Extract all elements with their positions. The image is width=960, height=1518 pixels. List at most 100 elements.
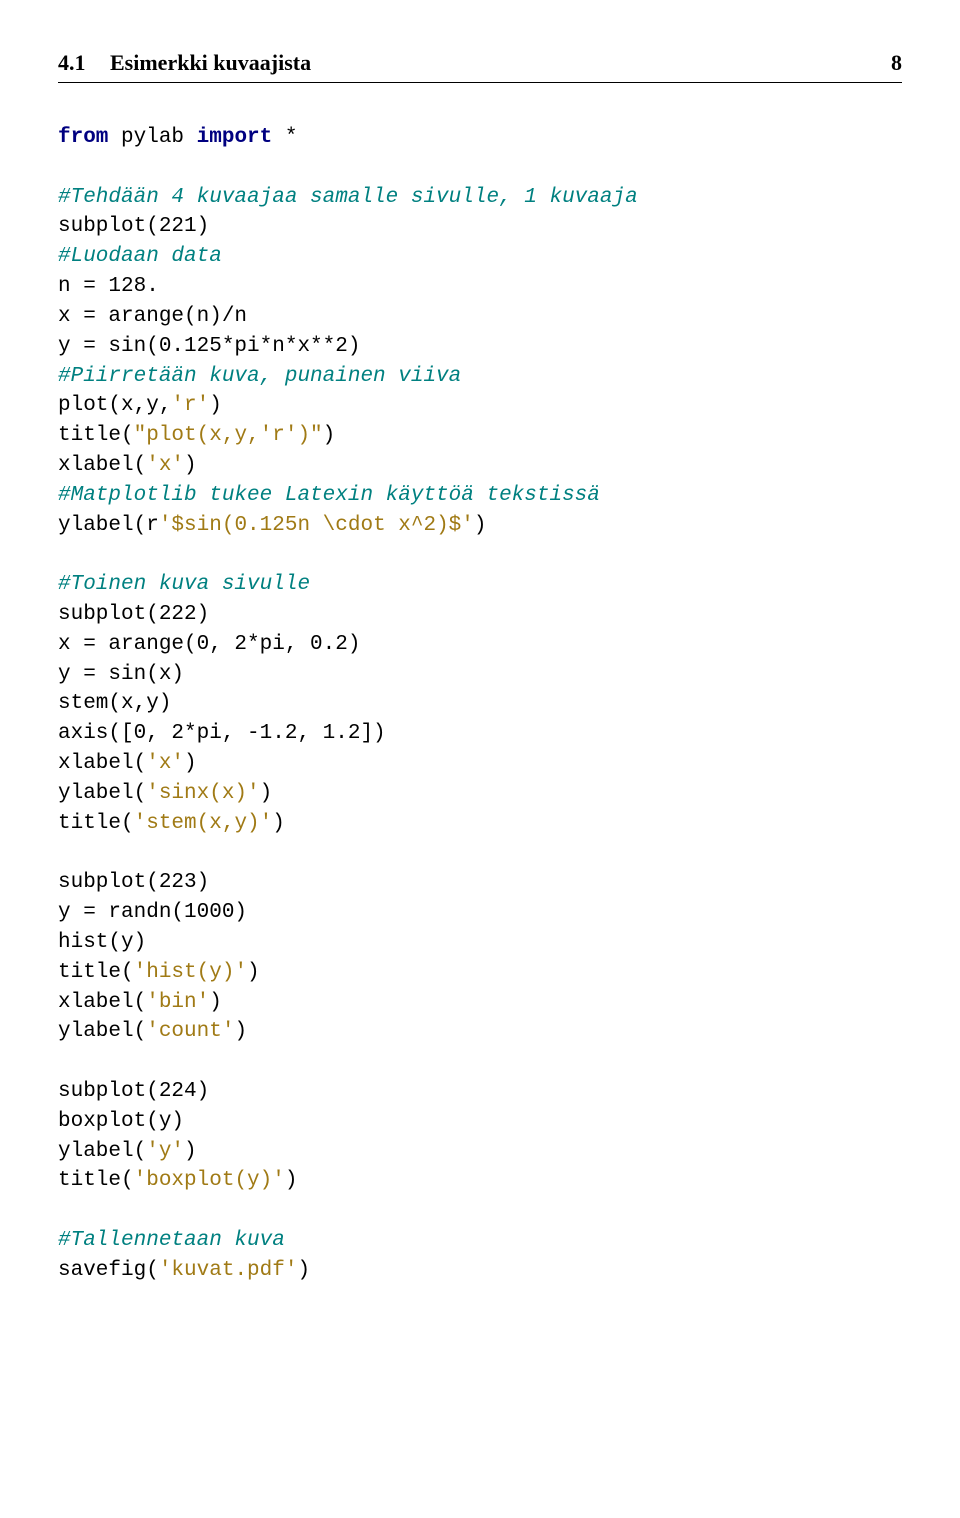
code-fragment: ): [260, 782, 273, 805]
code-fragment: hist(y): [58, 931, 146, 954]
code-fragment: 'kuvat.pdf': [159, 1259, 298, 1282]
code-line: from pylab import *: [58, 123, 902, 153]
code-fragment: stem(x,y): [58, 692, 171, 715]
code-fragment: '$sin(0.125n \cdot x^2)$': [159, 514, 474, 537]
code-fragment: 'stem(x,y)': [134, 812, 273, 835]
code-line: y = randn(1000): [58, 898, 902, 928]
code-fragment: ylabel(: [58, 782, 146, 805]
code-fragment: ): [474, 514, 487, 537]
code-fragment: ): [272, 812, 285, 835]
code-line: y = sin(0.125*pi*n*x**2): [58, 332, 902, 362]
code-fragment: #Piirretään kuva, punainen viiva: [58, 365, 461, 388]
code-fragment: #Tehdään 4 kuvaajaa samalle sivulle, 1 k…: [58, 186, 638, 209]
code-fragment: 'x': [146, 752, 184, 775]
code-fragment: ): [184, 752, 197, 775]
section-number: 4.1: [58, 50, 86, 75]
code-fragment: #Matplotlib tukee Latexin käyttöä teksti…: [58, 484, 600, 507]
code-line: savefig('kuvat.pdf'): [58, 1256, 902, 1286]
code-line: xlabel('bin'): [58, 988, 902, 1018]
code-fragment: y = sin(0.125*pi*n*x**2): [58, 335, 360, 358]
code-line: [58, 1196, 902, 1226]
code-fragment: 'sinx(x)': [146, 782, 259, 805]
code-line: xlabel('x'): [58, 451, 902, 481]
code-listing: from pylab import * #Tehdään 4 kuvaajaa s…: [58, 123, 902, 1286]
code-line: ylabel(r'$sin(0.125n \cdot x^2)$'): [58, 511, 902, 541]
code-line: [58, 1047, 902, 1077]
code-fragment: #Tallennetaan kuva: [58, 1229, 285, 1252]
code-fragment: xlabel(: [58, 752, 146, 775]
code-fragment: ): [297, 1259, 310, 1282]
code-line: [58, 839, 902, 869]
code-line: ylabel('count'): [58, 1017, 902, 1047]
code-line: xlabel('x'): [58, 749, 902, 779]
page-header: 4.1 Esimerkki kuvaajista 8: [58, 50, 902, 83]
code-fragment: savefig(: [58, 1259, 159, 1282]
code-line: title("plot(x,y,'r')"): [58, 421, 902, 451]
page-number: 8: [891, 50, 902, 76]
code-line: [58, 540, 902, 570]
code-line: y = sin(x): [58, 660, 902, 690]
code-line: title('hist(y)'): [58, 958, 902, 988]
code-fragment: subplot(221): [58, 215, 209, 238]
code-fragment: ylabel(r: [58, 514, 159, 537]
code-line: #Tallennetaan kuva: [58, 1226, 902, 1256]
code-fragment: ): [209, 394, 222, 417]
code-fragment: 'boxplot(y)': [134, 1169, 285, 1192]
code-line: boxplot(y): [58, 1107, 902, 1137]
code-fragment: "plot(x,y,'r')": [134, 424, 323, 447]
code-fragment: title(: [58, 424, 134, 447]
code-fragment: ): [234, 1020, 247, 1043]
code-fragment: subplot(224): [58, 1080, 209, 1103]
code-line: ylabel('sinx(x)'): [58, 779, 902, 809]
code-fragment: ): [184, 454, 197, 477]
code-line: title('stem(x,y)'): [58, 809, 902, 839]
code-fragment: 'hist(y)': [134, 961, 247, 984]
code-line: subplot(221): [58, 212, 902, 242]
code-fragment: ): [184, 1140, 197, 1163]
code-line: title('boxplot(y)'): [58, 1166, 902, 1196]
code-line: #Luodaan data: [58, 242, 902, 272]
code-fragment: title(: [58, 961, 134, 984]
code-fragment: title(: [58, 812, 134, 835]
code-fragment: #Toinen kuva sivulle: [58, 573, 310, 596]
code-line: ylabel('y'): [58, 1137, 902, 1167]
section-heading: 4.1 Esimerkki kuvaajista: [58, 50, 311, 76]
code-line: hist(y): [58, 928, 902, 958]
code-line: axis([0, 2*pi, -1.2, 1.2]): [58, 719, 902, 749]
code-fragment: ylabel(: [58, 1140, 146, 1163]
code-fragment: xlabel(: [58, 991, 146, 1014]
code-fragment: ): [247, 961, 260, 984]
code-fragment: 'r': [171, 394, 209, 417]
code-fragment: 'bin': [146, 991, 209, 1014]
code-fragment: axis([0, 2*pi, -1.2, 1.2]): [58, 722, 386, 745]
code-fragment: x = arange(n)/n: [58, 305, 247, 328]
code-fragment: *: [285, 126, 298, 149]
code-line: #Tehdään 4 kuvaajaa samalle sivulle, 1 k…: [58, 183, 902, 213]
code-fragment: ylabel(: [58, 1020, 146, 1043]
code-fragment: plot(x,y,: [58, 394, 171, 417]
code-fragment: y = randn(1000): [58, 901, 247, 924]
code-line: #Piirretään kuva, punainen viiva: [58, 362, 902, 392]
code-fragment: subplot(223): [58, 871, 209, 894]
code-fragment: x = arange(0, 2*pi, 0.2): [58, 633, 360, 656]
code-fragment: 'x': [146, 454, 184, 477]
code-fragment: title(: [58, 1169, 134, 1192]
code-fragment: xlabel(: [58, 454, 146, 477]
code-line: subplot(223): [58, 868, 902, 898]
code-line: x = arange(n)/n: [58, 302, 902, 332]
section-title-text: Esimerkki kuvaajista: [110, 50, 311, 75]
code-fragment: n = 128.: [58, 275, 159, 298]
code-fragment: boxplot(y): [58, 1110, 184, 1133]
code-line: #Toinen kuva sivulle: [58, 570, 902, 600]
code-line: #Matplotlib tukee Latexin käyttöä teksti…: [58, 481, 902, 511]
code-line: subplot(222): [58, 600, 902, 630]
code-fragment: subplot(222): [58, 603, 209, 626]
code-line: subplot(224): [58, 1077, 902, 1107]
code-fragment: #Luodaan data: [58, 245, 222, 268]
code-fragment: import: [197, 126, 285, 149]
code-fragment: 'count': [146, 1020, 234, 1043]
code-fragment: ): [323, 424, 336, 447]
code-fragment: ): [285, 1169, 298, 1192]
code-line: plot(x,y,'r'): [58, 391, 902, 421]
code-line: x = arange(0, 2*pi, 0.2): [58, 630, 902, 660]
